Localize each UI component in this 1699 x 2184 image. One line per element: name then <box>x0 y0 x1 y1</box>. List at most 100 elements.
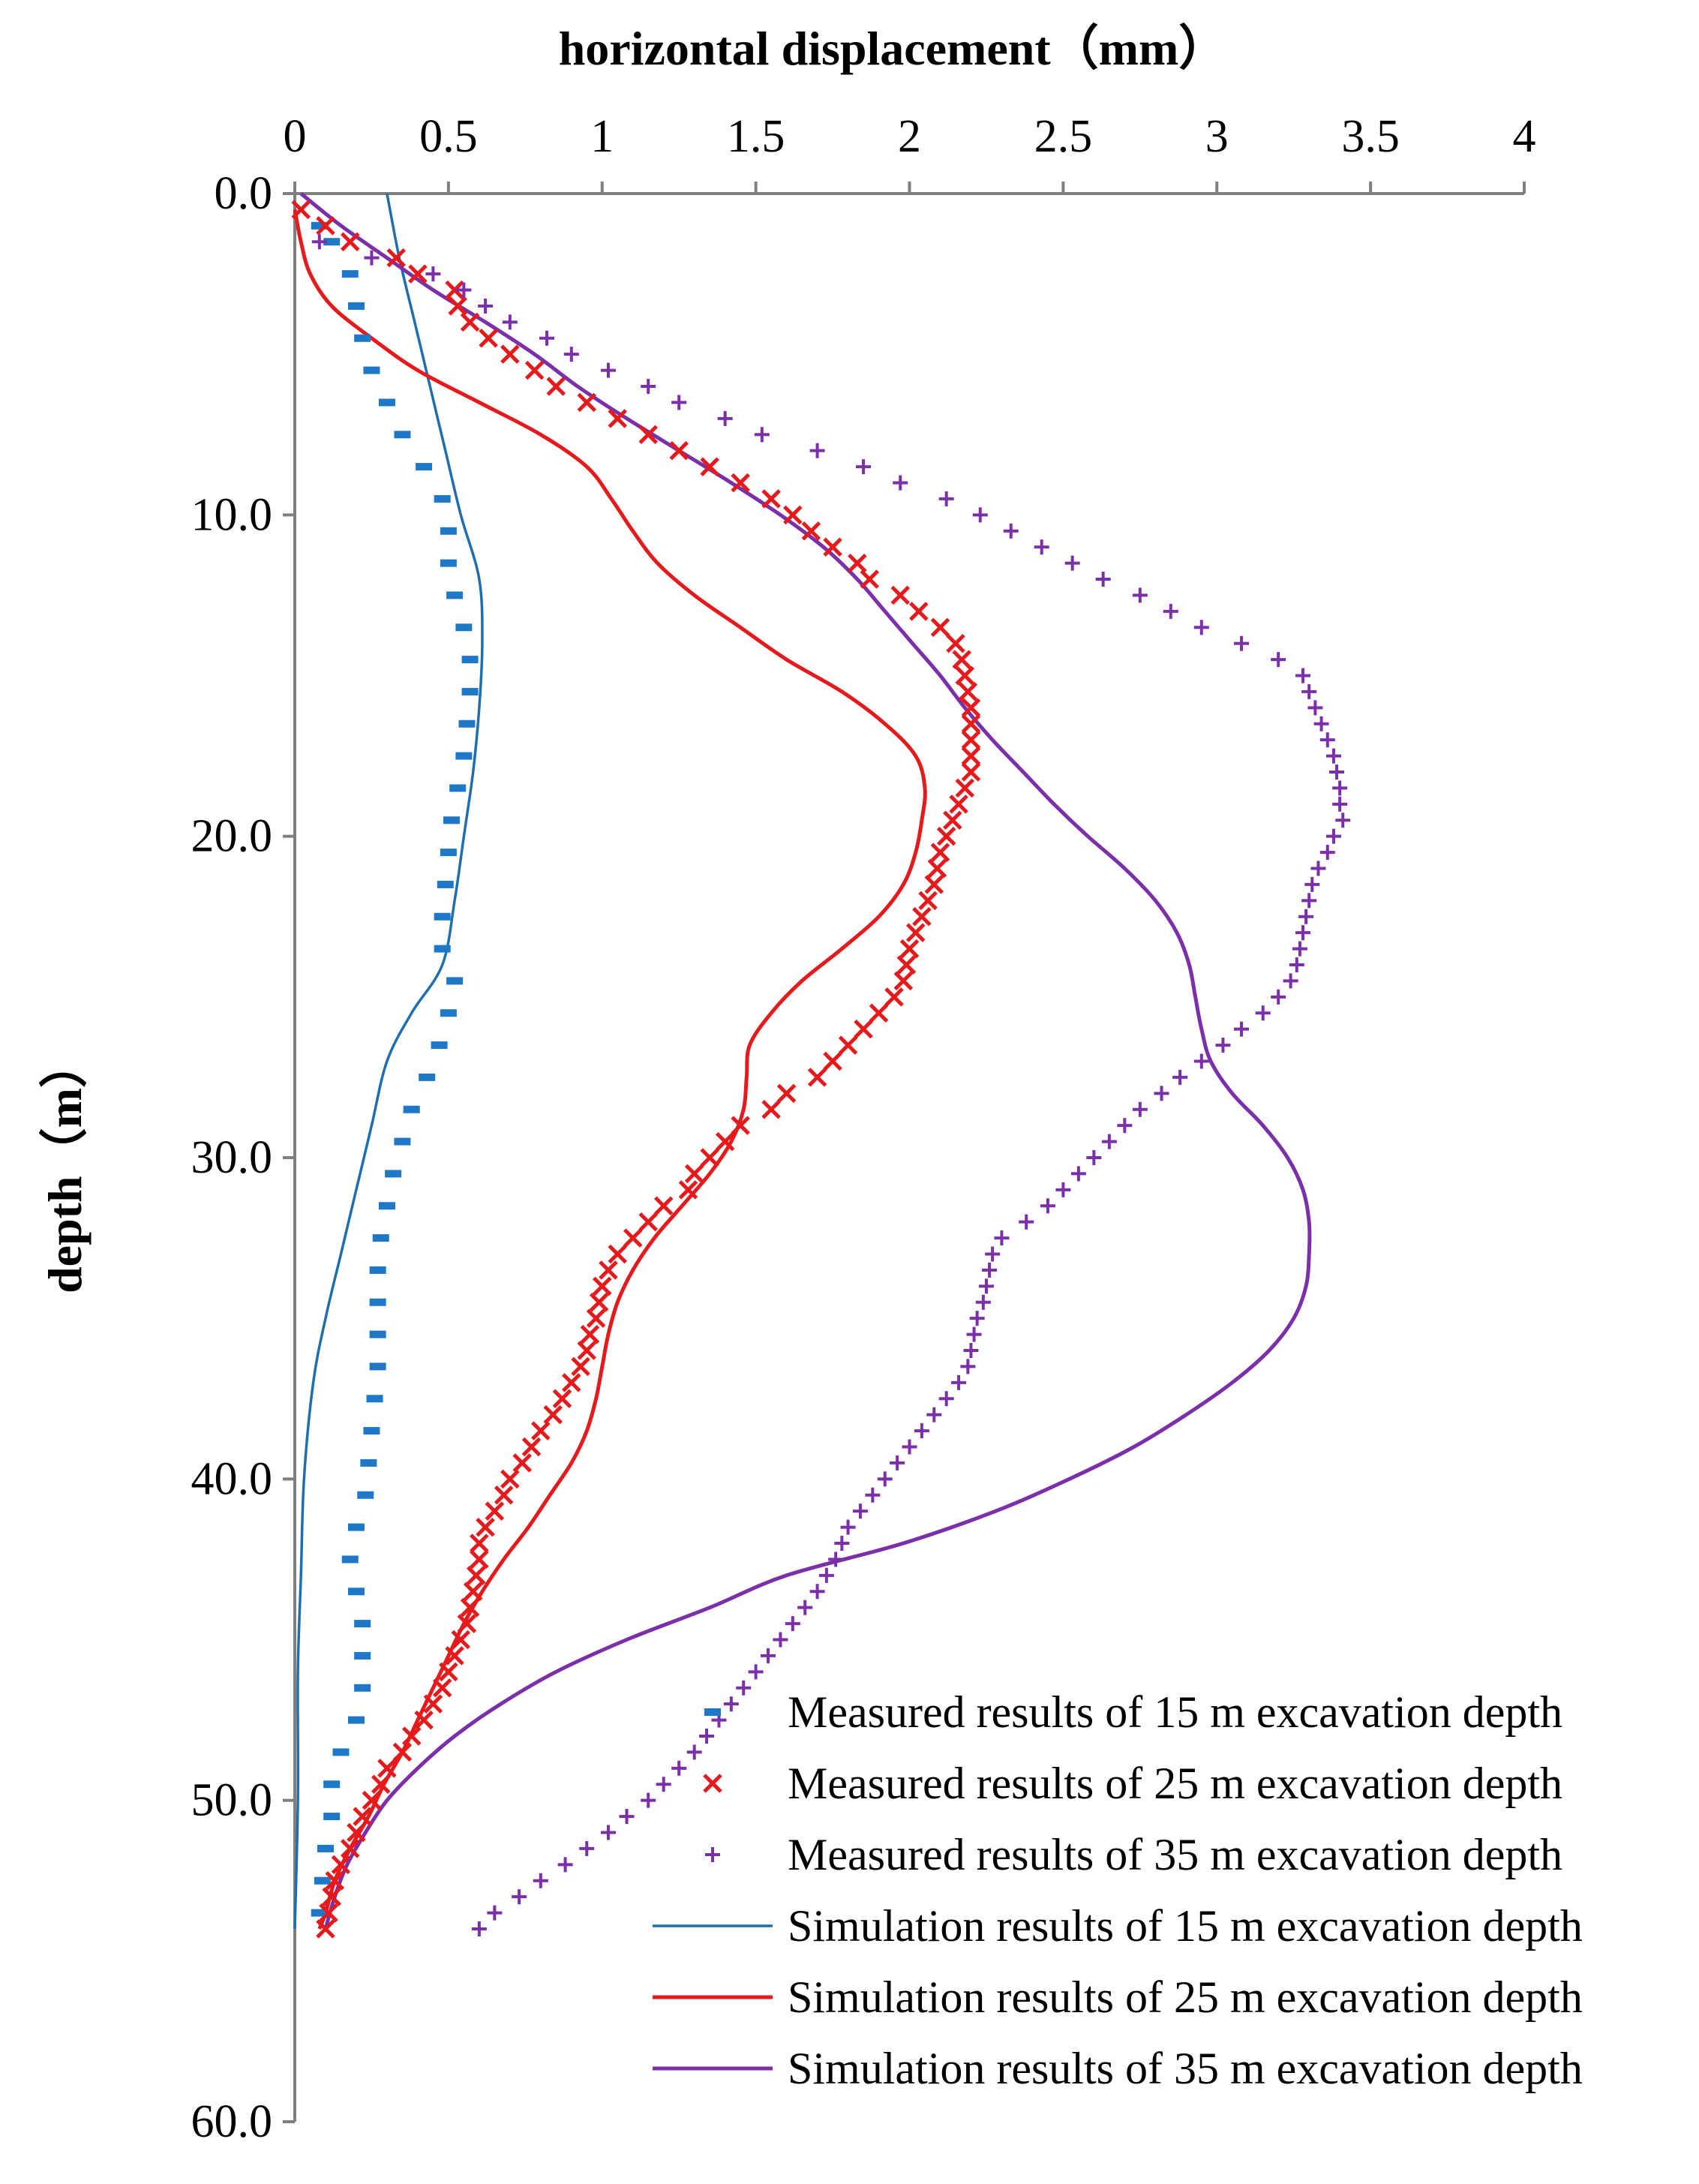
data-point <box>1310 861 1326 876</box>
legend-item: Measured results of 15 m excavation dept… <box>704 1687 1562 1737</box>
data-point <box>533 1873 548 1888</box>
data-point <box>563 347 579 362</box>
data-point <box>856 459 872 475</box>
data-point <box>1335 813 1351 828</box>
data-point <box>353 1807 372 1826</box>
data-point <box>1086 1150 1102 1165</box>
data-point <box>678 1180 698 1200</box>
data-point <box>332 1748 350 1756</box>
data-point <box>557 1857 573 1873</box>
data-point <box>966 1326 982 1342</box>
y-axis-title: depth（m） <box>38 1040 92 1293</box>
data-point-stroke <box>340 232 360 252</box>
data-point <box>546 377 566 396</box>
data-point-stroke <box>599 1260 618 1280</box>
data-point-stroke <box>801 521 821 541</box>
data-point <box>978 1278 994 1294</box>
data-point-stroke <box>577 1341 597 1360</box>
data-point <box>994 1230 1010 1246</box>
data-point <box>586 1308 606 1328</box>
y-tick-label: 10.0 <box>191 489 273 540</box>
x-tick-label: 1.5 <box>727 111 785 162</box>
data-point-stroke <box>715 1131 735 1152</box>
data-point <box>502 314 518 330</box>
data-point <box>1307 700 1323 716</box>
data-point <box>960 1359 976 1374</box>
data-point <box>408 264 428 284</box>
data-point <box>445 1646 464 1666</box>
data-point-stroke <box>731 1116 750 1135</box>
data-point-stroke <box>823 1051 842 1071</box>
data-point-stroke <box>608 1244 628 1264</box>
data-point <box>416 463 433 471</box>
data-point <box>357 1491 374 1499</box>
data-point <box>852 1504 868 1519</box>
legend-marker <box>705 1847 720 1862</box>
legend-item: Measured results of 35 m excavation dept… <box>705 1830 1562 1879</box>
data-point <box>1332 780 1348 796</box>
y-tick-label: 20.0 <box>191 811 273 862</box>
data-point-stroke <box>838 1035 858 1055</box>
data-point <box>890 1455 905 1471</box>
data-point <box>717 410 733 426</box>
data-point <box>840 1519 856 1535</box>
data-point <box>470 1534 489 1553</box>
data-point <box>848 553 867 573</box>
data-point <box>347 1523 365 1531</box>
data-point-stroke <box>432 1678 452 1698</box>
data-point-stroke <box>485 1501 505 1521</box>
data-point-stroke <box>457 1614 477 1633</box>
data-point <box>1301 893 1317 909</box>
data-point <box>460 1597 480 1618</box>
data-point <box>1101 1134 1117 1149</box>
data-point <box>369 1362 386 1371</box>
data-point <box>963 1343 979 1358</box>
data-point <box>440 527 457 535</box>
data-point <box>360 1459 377 1467</box>
data-point <box>754 427 770 443</box>
data-point-stroke <box>322 1887 341 1906</box>
y-tick-label: 60.0 <box>191 2096 273 2147</box>
data-point-stroke <box>884 987 904 1007</box>
data-point <box>686 1744 702 1760</box>
data-point <box>1325 828 1341 844</box>
data-point <box>918 891 938 911</box>
data-point-stroke <box>460 312 480 332</box>
data-point <box>912 906 932 927</box>
data-point <box>369 1330 386 1338</box>
legend-item: Simulation results of 15 m excavation de… <box>653 1901 1583 1951</box>
data-point <box>1271 652 1286 668</box>
data-point <box>323 238 341 246</box>
data-point <box>961 762 981 782</box>
data-point-stroke <box>562 1373 581 1392</box>
data-point <box>354 334 371 342</box>
data-point <box>458 719 476 728</box>
data-point <box>776 1083 797 1104</box>
data-point <box>478 298 494 314</box>
data-point <box>369 1266 386 1274</box>
data-point <box>890 585 910 605</box>
data-point-stroke <box>783 505 803 525</box>
data-point <box>562 1373 581 1392</box>
data-point-stroke <box>700 1148 719 1167</box>
legend-marker <box>703 1774 722 1793</box>
data-point <box>446 591 464 599</box>
data-point <box>854 1019 873 1039</box>
data-point <box>1040 1198 1055 1214</box>
data-point-stroke <box>761 1099 781 1119</box>
data-point-stroke <box>949 795 968 814</box>
data-point <box>314 1876 331 1885</box>
data-point <box>439 1662 458 1682</box>
data-point <box>500 1469 520 1489</box>
data-point <box>362 1790 382 1810</box>
data-point-stroke <box>470 1534 489 1553</box>
data-point <box>463 1582 483 1602</box>
data-point-stroke <box>890 585 910 605</box>
data-point <box>818 1567 834 1583</box>
data-point-stroke <box>316 1919 335 1939</box>
data-point <box>347 1588 365 1596</box>
data-point-stroke <box>586 1308 606 1328</box>
data-point <box>363 1427 380 1435</box>
x-tick-label: 2 <box>898 111 921 162</box>
data-point <box>809 1584 825 1600</box>
